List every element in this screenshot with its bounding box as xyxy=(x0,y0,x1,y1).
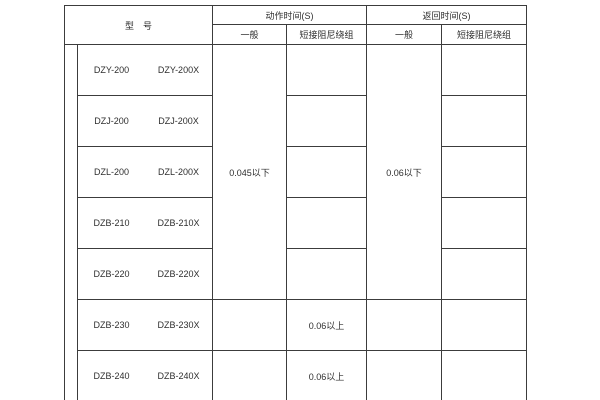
model-name: DZY-200 xyxy=(93,65,130,75)
table-row: DZB-210 DZB-210X xyxy=(65,197,527,249)
model-name: DZB-210 xyxy=(93,218,130,228)
header-return-general: 一般 xyxy=(366,24,442,45)
model-cell: DZL-200 DZL-200X xyxy=(77,146,213,198)
return-general-cell xyxy=(366,350,442,400)
relay-spec-table: 型 号 动作时间(S) 返回时间(S) 一般 短接阻尼绕组 一般 短接阻尼绕组 … xyxy=(64,5,527,400)
action-damping-cell xyxy=(286,248,367,300)
model-name-x: DZB-220X xyxy=(157,269,200,279)
action-damping-cell xyxy=(286,197,367,249)
return-damping-cell xyxy=(441,350,527,400)
return-general-cell: 0.06以下 xyxy=(366,44,442,300)
model-name-x: DZL-200X xyxy=(157,167,200,177)
return-damping-cell xyxy=(441,248,527,300)
table-row: DZB-220 DZB-220X xyxy=(65,248,527,300)
model-cell: DZY-200 DZY-200X xyxy=(77,44,213,96)
return-damping-cell xyxy=(441,95,527,147)
table-row: DZB-230 DZB-230X 0.06以上 xyxy=(65,299,527,351)
return-damping-cell xyxy=(441,44,527,96)
action-general-cell xyxy=(212,299,287,351)
model-name: DZL-200 xyxy=(93,167,129,177)
action-damping-cell: 0.06以上 xyxy=(286,350,367,400)
model-name-x: DZY-200X xyxy=(157,65,200,75)
spacer-cell xyxy=(64,44,78,400)
action-general-cell: 0.045以下 xyxy=(212,44,287,300)
model-name: DZB-230 xyxy=(93,320,130,330)
header-return-damping: 短接阻尼绕组 xyxy=(441,24,527,45)
header-model: 型 号 xyxy=(64,5,213,45)
header-action-time: 动作时间(S) xyxy=(212,5,367,25)
model-cell: DZB-240 DZB-240X xyxy=(77,350,213,400)
return-damping-cell xyxy=(441,299,527,351)
model-name-x: DZB-240X xyxy=(157,371,200,381)
model-name: DZJ-200 xyxy=(94,116,129,126)
model-cell: DZB-210 DZB-210X xyxy=(77,197,213,249)
action-damping-cell: 0.06以上 xyxy=(286,299,367,351)
table-row: DZB-240 DZB-240X 0.045以下 0.06以上 xyxy=(65,350,527,400)
model-name-x: DZB-230X xyxy=(157,320,200,330)
action-damping-cell xyxy=(286,146,367,198)
return-damping-cell xyxy=(441,146,527,198)
model-cell: DZB-220 DZB-220X xyxy=(77,248,213,300)
model-cell: DZJ-200 DZJ-200X xyxy=(77,95,213,147)
model-cell: DZB-230 DZB-230X xyxy=(77,299,213,351)
header-return-time: 返回时间(S) xyxy=(366,5,527,25)
action-damping-cell xyxy=(286,95,367,147)
return-general-cell xyxy=(366,299,442,351)
header-action-general: 一般 xyxy=(212,24,287,45)
table-row: DZY-200 DZY-200X 0.045以下 0.06以下 xyxy=(64,44,527,400)
return-damping-cell xyxy=(441,197,527,249)
header-action-damping: 短接阻尼绕组 xyxy=(286,24,367,45)
action-general-cell: 0.045以下 xyxy=(212,350,287,400)
table-row: DZL-200 DZL-200X xyxy=(65,146,527,198)
model-name: DZB-240 xyxy=(93,371,130,381)
model-name-x: DZB-210X xyxy=(157,218,200,228)
action-damping-cell xyxy=(286,44,367,96)
model-name: DZB-220 xyxy=(93,269,130,279)
table-row: DZJ-200 DZJ-200X xyxy=(65,95,527,147)
model-name-x: DZJ-200X xyxy=(158,116,199,126)
